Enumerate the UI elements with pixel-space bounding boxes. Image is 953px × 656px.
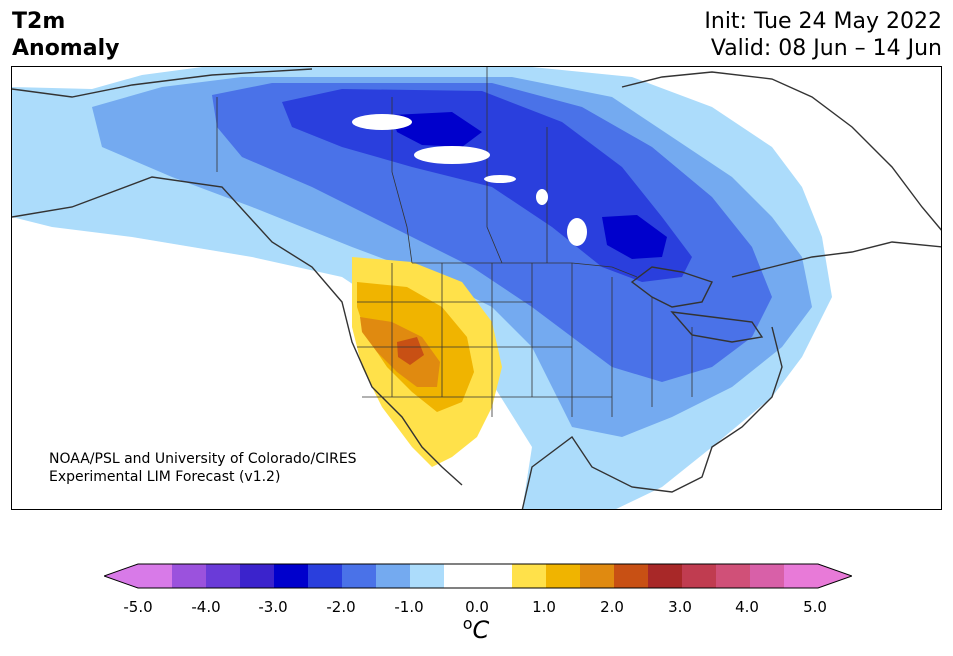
colorbar-segment [240, 564, 275, 588]
colorbar-tick: -4.0 [191, 598, 221, 616]
title-line-2: Anomaly [12, 36, 120, 61]
colorbar-under-arrow [104, 564, 138, 588]
colorbar-tick: 1.0 [532, 598, 556, 616]
colorbar-segment [512, 564, 547, 588]
coastlines [12, 68, 941, 509]
colorbar-segment [546, 564, 581, 588]
colorbar-segment [274, 564, 309, 588]
colorbar-segment [410, 564, 445, 588]
colorbar-tick: -1.0 [394, 598, 424, 616]
credit-line-2: Experimental LIM Forecast (v1.2) [49, 469, 281, 485]
colorbar-tick: 5.0 [803, 598, 827, 616]
lakes [352, 114, 587, 246]
colorbar-segment [138, 564, 173, 588]
colorbar-segment [444, 564, 479, 588]
colorbar-segment [716, 564, 751, 588]
colorbar-segment [648, 564, 683, 588]
credit-line-1: NOAA/PSL and University of Colorado/CIRE… [49, 451, 357, 467]
colorbar-tick: -2.0 [326, 598, 356, 616]
colorbar-tick: 0.0 [465, 598, 489, 616]
colorbar-over-arrow [818, 564, 852, 588]
colorbar-segment [206, 564, 241, 588]
date-info: Init: Tue 24 May 2022 Valid: 08 Jun – 14… [704, 8, 942, 62]
colorbar-segment [308, 564, 343, 588]
colorbar-outline [104, 563, 852, 589]
map-title: T2m Anomaly [12, 8, 119, 62]
colorbar-segment [172, 564, 207, 588]
colorbar-segment [478, 564, 513, 588]
unit-celsius: C [472, 616, 490, 644]
colorbar [104, 563, 852, 589]
colorbar-tick: 2.0 [600, 598, 624, 616]
colorbar-tick: -3.0 [258, 598, 288, 616]
colorbar-segment [580, 564, 615, 588]
colorbar-tick: 3.0 [668, 598, 692, 616]
colorbar-tick: -5.0 [123, 598, 153, 616]
title-line-1: T2m [12, 9, 66, 34]
unit-degree: o [462, 614, 473, 633]
colorbar-segment [784, 564, 819, 588]
anomaly-map [11, 66, 942, 510]
colorbar-segment [682, 564, 717, 588]
colorbar-tick: 4.0 [735, 598, 759, 616]
valid-range: Valid: 08 Jun – 14 Jun [710, 36, 942, 61]
init-date: Init: Tue 24 May 2022 [704, 9, 942, 34]
colorbar-segment [342, 564, 377, 588]
credit-text: NOAA/PSL and University of Colorado/CIRE… [49, 450, 357, 486]
colorbar-unit: oC [463, 614, 490, 644]
colorbar-segment [376, 564, 411, 588]
colorbar-segment [750, 564, 785, 588]
colorbar-segment [614, 564, 649, 588]
